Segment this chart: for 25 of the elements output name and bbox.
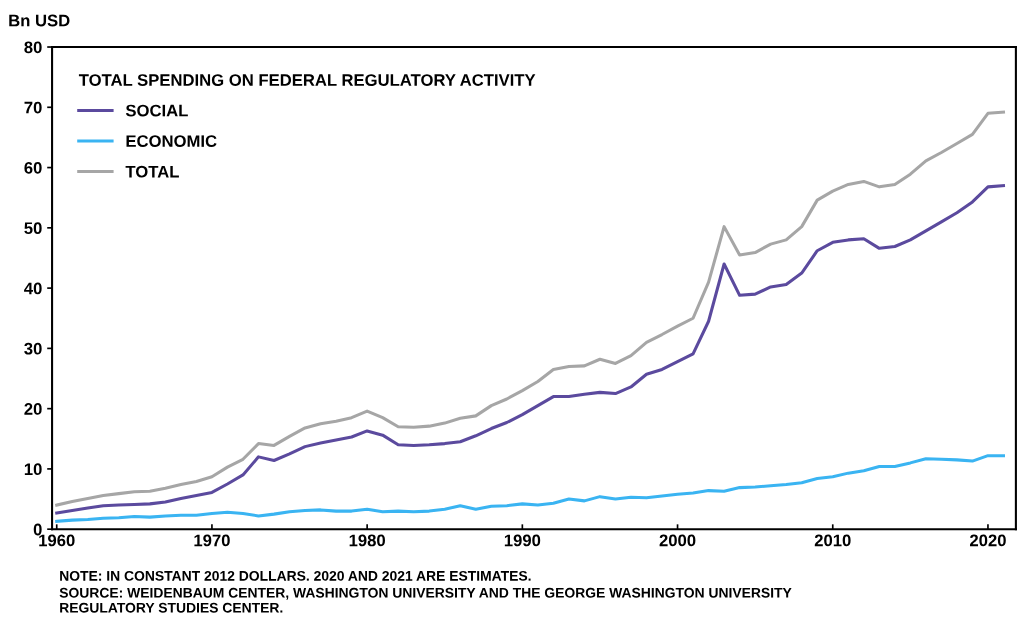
y-tick-label: 40 (24, 282, 42, 295)
line-series (55, 454, 1006, 523)
x-tick-label: 1990 (504, 534, 541, 547)
x-tick-label: 1960 (39, 534, 75, 547)
y-axis-title: Bn USD (9, 14, 70, 27)
y-tick-label: 70 (24, 101, 42, 114)
legend-label: SOCIAL (125, 104, 188, 117)
y-tick-label: 50 (24, 222, 42, 235)
y-tick-label: 0 (33, 523, 42, 536)
y-tick-label: 30 (24, 342, 42, 355)
legend-label: TOTAL (125, 165, 179, 178)
x-tick-label: 1980 (349, 534, 385, 547)
line-series (55, 184, 1006, 515)
y-tick-label: 10 (24, 463, 42, 476)
y-tick-label: 80 (24, 41, 42, 54)
x-tick-label: 2010 (814, 534, 851, 547)
legend-label: ECONOMIC (126, 135, 217, 148)
y-tick-label: 20 (24, 403, 42, 415)
x-tick-label: 2000 (659, 534, 696, 547)
x-tick-label: 1970 (194, 534, 230, 547)
text: NOTE: IN CONSTANT 2012 DOLLARS. 2020 AND 2021 ARE ESTIMATES. (60, 570, 531, 581)
x-tick-label: 2020 (970, 534, 1006, 547)
y-tick-label: 60 (24, 161, 42, 174)
source-note: SOURCE: WEIDENBAUM CENTER, WASHINGTON UNIVERSITY AND THE GEORGE WASHINGTON UNIVERSITY REGULATORY STUDIES CENTER. (59, 587, 792, 613)
legend-title: TOTAL SPENDING ON FEDERAL REGULATORY ACTIVITY (78, 74, 536, 86)
